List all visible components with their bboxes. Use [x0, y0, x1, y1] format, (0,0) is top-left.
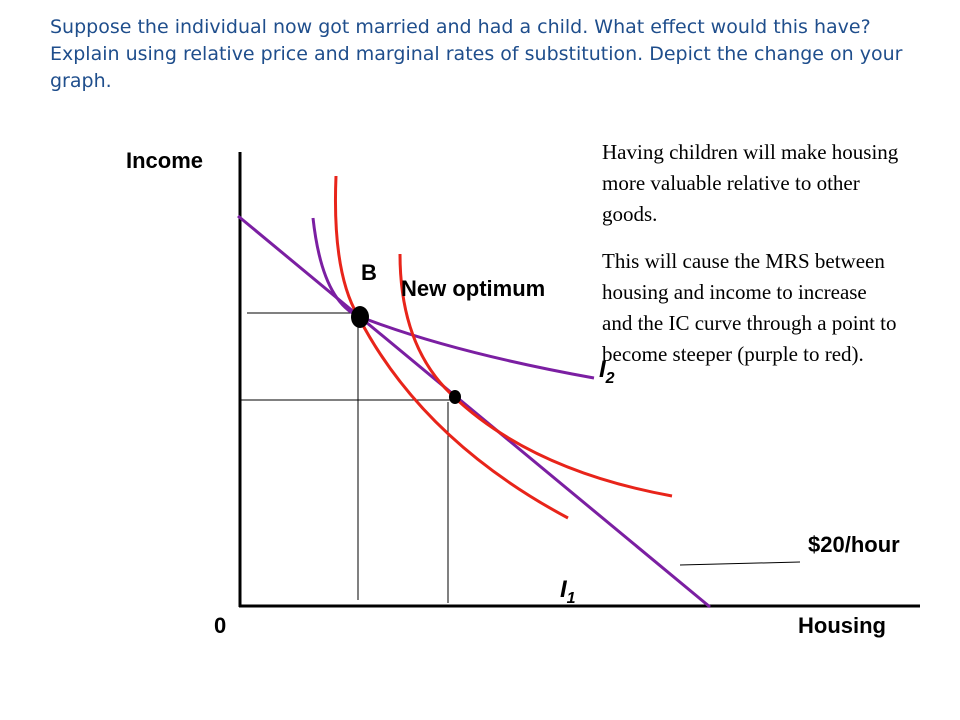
curve-label-i1-letter: I — [560, 576, 567, 603]
point-b-label: B — [361, 260, 377, 285]
price-label: $20/hour — [808, 532, 900, 557]
curve-label-i2-subscript: 2 — [605, 369, 615, 387]
x-axis-label: Housing — [798, 613, 886, 638]
budget-line — [237, 214, 711, 609]
origin-label: 0 — [214, 613, 227, 638]
point-b-dot — [351, 306, 369, 328]
price-pointer-line — [679, 561, 801, 566]
explanation-paragraph-1: Having children will make housing more v… — [602, 140, 899, 226]
curve-label-i2: I2 — [599, 356, 615, 388]
y-axis-label: Income — [126, 148, 204, 173]
curve-label-i1-subscript: 1 — [566, 589, 576, 607]
curve-label-i1: I1 — [560, 576, 576, 608]
indifference-curve-i2-original — [311, 217, 595, 380]
question-text: Suppose the individual now got married a… — [50, 16, 903, 92]
new-optimum-label: New optimum — [401, 276, 546, 301]
curve-label-i2-letter: I — [599, 356, 606, 383]
indifference-curve-steeper-through-b — [333, 175, 569, 520]
explanation-paragraph-2: This will cause the MRS between housing … — [602, 249, 897, 366]
new-optimum-dot — [449, 390, 461, 404]
